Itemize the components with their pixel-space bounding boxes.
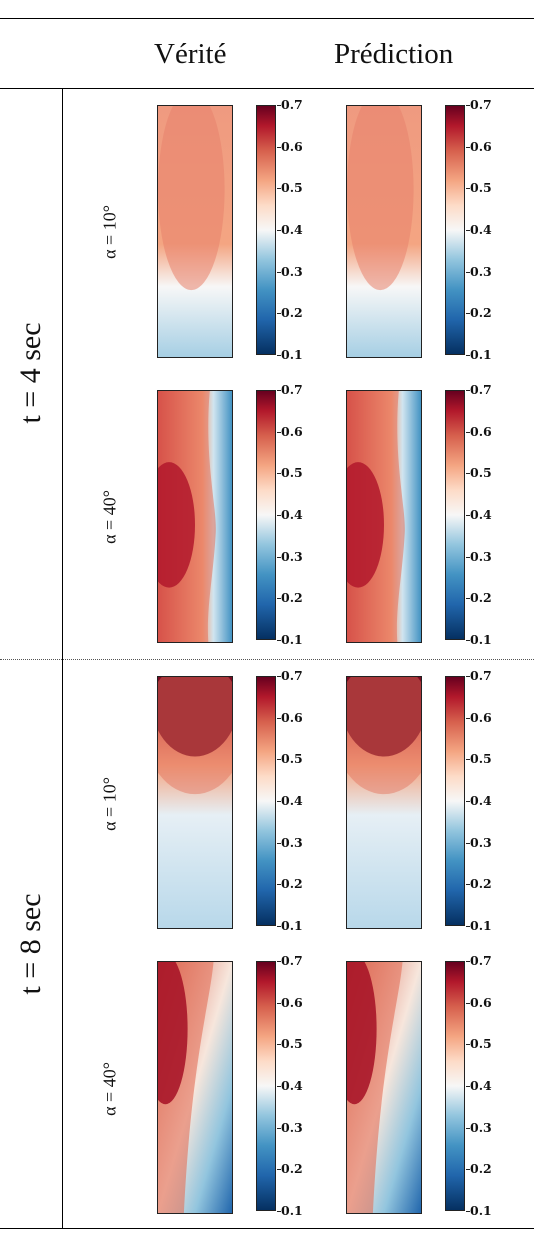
heatmap-prediction-1-2 <box>346 390 422 643</box>
colorbar-tick-label: 0.2 <box>466 1161 492 1177</box>
heatmap-truth-1-1 <box>157 105 233 358</box>
colorbar-tick-label: 0.5 <box>466 180 492 196</box>
colorbar-tick-label: 0.5 <box>277 180 303 196</box>
time-label-8s: t = 8 sec <box>14 893 47 995</box>
colorbar-tick-label: 0.4 <box>466 793 492 808</box>
colorbar-tick-label: 0.1 <box>277 918 303 933</box>
colorbar-tick-label: 0.2 <box>277 1161 303 1177</box>
colorbar-tick-label: 0.6 <box>277 709 303 725</box>
colorbar-tick-label: 0.1 <box>466 1203 492 1218</box>
colorbar-tick-label: 0.3 <box>466 834 492 850</box>
colorbar-tick-label: 0.2 <box>466 590 492 606</box>
colorbar-tick-label: 0.7 <box>466 953 492 968</box>
group-divider <box>0 659 534 660</box>
colorbar-tick-label: 0.7 <box>277 953 303 968</box>
header-prediction: Prédiction <box>334 38 454 70</box>
colorbar-tick-label: 0.3 <box>277 548 303 564</box>
colorbar-tick-label: 0.7 <box>466 382 492 397</box>
colorbar-tick-label: 0.2 <box>466 876 492 892</box>
colorbar-tick-label: 0.6 <box>277 423 303 439</box>
colorbar-tick-label: 0.1 <box>277 347 303 362</box>
colorbar-tick-label: 0.3 <box>277 834 303 850</box>
heatmap-truth-2-2 <box>157 961 233 1214</box>
colorbar-tick-label: 0.3 <box>277 1119 303 1135</box>
colorbar-tick-label: 0.7 <box>466 97 492 112</box>
header-truth: Vérité <box>154 38 227 70</box>
colorbar-truth-2-1 <box>256 676 276 926</box>
colorbar-tick-label: 0.5 <box>277 465 303 481</box>
colorbar-prediction-1-2 <box>445 390 465 640</box>
colorbar-tick-label: 0.7 <box>277 668 303 683</box>
heatmap-prediction-2-1 <box>346 676 422 929</box>
colorbar-tick-label: 0.7 <box>466 668 492 683</box>
alpha-label-4s-10: α = 10° <box>99 205 120 259</box>
colorbar-tick-label: 0.1 <box>466 347 492 362</box>
colorbar-tick-label: 0.5 <box>277 1036 303 1052</box>
colorbar-tick-label: 0.6 <box>466 423 492 439</box>
heatmap-truth-2-1 <box>157 676 233 929</box>
column-divider <box>62 88 63 1228</box>
colorbar-tick-label: 0.4 <box>466 1078 492 1093</box>
colorbar-tick-label: 0.6 <box>277 138 303 154</box>
colorbar-prediction-2-2 <box>445 961 465 1211</box>
colorbar-tick-label: 0.5 <box>466 751 492 767</box>
heatmap-prediction-1-1 <box>346 105 422 358</box>
time-label-4s: t = 4 sec <box>14 322 47 424</box>
alpha-label-8s-40: α = 40° <box>99 1062 120 1116</box>
colorbar-tick-label: 0.2 <box>466 305 492 321</box>
colorbar-tick-label: 0.1 <box>466 632 492 647</box>
colorbar-tick-label: 0.5 <box>277 751 303 767</box>
colorbar-tick-label: 0.3 <box>277 263 303 279</box>
bottom-rule <box>0 1228 534 1229</box>
colorbar-tick-label: 0.2 <box>277 876 303 892</box>
colorbar-tick-label: 0.2 <box>277 305 303 321</box>
top-rule <box>0 18 534 19</box>
colorbar-tick-label: 0.3 <box>466 263 492 279</box>
colorbar-tick-label: 0.3 <box>466 1119 492 1135</box>
colorbar-tick-label: 0.6 <box>466 709 492 725</box>
colorbar-tick-label: 0.1 <box>277 632 303 647</box>
colorbar-tick-label: 0.6 <box>277 994 303 1010</box>
colorbar-tick-label: 0.2 <box>277 590 303 606</box>
colorbar-tick-label: 0.7 <box>277 382 303 397</box>
colorbar-tick-label: 0.4 <box>277 1078 303 1093</box>
colorbar-tick-label: 0.5 <box>466 465 492 481</box>
alpha-label-4s-40: α = 40° <box>99 490 120 544</box>
heatmap-prediction-2-2 <box>346 961 422 1214</box>
colorbar-tick-label: 0.1 <box>466 918 492 933</box>
heatmap-truth-1-2 <box>157 390 233 643</box>
colorbar-tick-label: 0.7 <box>277 97 303 112</box>
colorbar-tick-label: 0.1 <box>277 1203 303 1218</box>
colorbar-tick-label: 0.4 <box>277 507 303 522</box>
colorbar-tick-label: 0.4 <box>466 222 492 237</box>
alpha-label-8s-10: α = 10° <box>99 777 120 831</box>
colorbar-truth-2-2 <box>256 961 276 1211</box>
colorbar-tick-label: 0.4 <box>277 793 303 808</box>
colorbar-tick-label: 0.4 <box>466 507 492 522</box>
colorbar-tick-label: 0.3 <box>466 548 492 564</box>
colorbar-prediction-2-1 <box>445 676 465 926</box>
colorbar-tick-label: 0.4 <box>277 222 303 237</box>
colorbar-tick-label: 0.6 <box>466 994 492 1010</box>
colorbar-truth-1-1 <box>256 105 276 355</box>
colorbar-tick-label: 0.6 <box>466 138 492 154</box>
colorbar-prediction-1-1 <box>445 105 465 355</box>
colorbar-tick-label: 0.5 <box>466 1036 492 1052</box>
header-rule <box>0 88 534 89</box>
colorbar-truth-1-2 <box>256 390 276 640</box>
